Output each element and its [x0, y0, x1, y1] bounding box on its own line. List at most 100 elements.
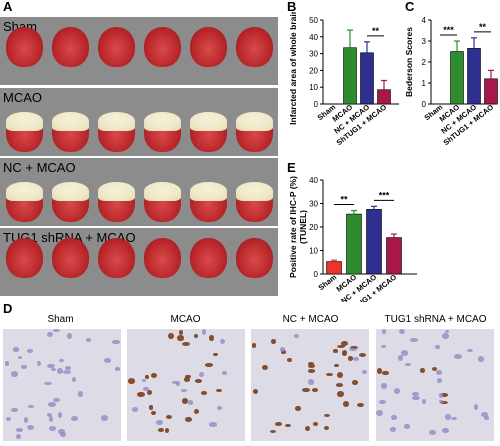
nucleus: [380, 344, 386, 349]
nucleus: [53, 398, 61, 403]
nucleus: [36, 360, 42, 366]
nucleus: [114, 367, 121, 371]
nucleus: [59, 432, 67, 438]
stained-nucleus: [252, 343, 257, 348]
nucleus: [171, 380, 178, 385]
stained-nucleus: [357, 402, 365, 408]
stained-nucleus: [336, 344, 345, 348]
brain-slice: [52, 182, 89, 222]
stained-nucleus: [312, 388, 318, 393]
nucleus: [52, 329, 60, 333]
stained-nucleus: [307, 369, 315, 373]
chart-b: 0 10 20 30 40 50 Infarcted area of whole brain…: [288, 12, 399, 147]
nucleus: [67, 332, 72, 339]
brain-slice: [236, 182, 273, 222]
brain-slice: [52, 27, 89, 67]
nucleus: [27, 425, 34, 431]
stained-nucleus: [323, 413, 331, 418]
nucleus: [143, 386, 149, 392]
infarct-region: [144, 182, 181, 202]
brain-slice: [144, 182, 181, 222]
nucleus: [201, 329, 206, 336]
nucleus: [444, 330, 449, 334]
brain-slice: [52, 112, 89, 152]
photo-row-mcao: MCAO: [0, 88, 278, 156]
stained-nucleus: [215, 388, 223, 393]
bar: [346, 213, 362, 275]
brain-slice: [144, 27, 181, 67]
stained-nucleus: [185, 374, 191, 379]
stained-nucleus: [336, 391, 344, 397]
nucleus: [473, 404, 479, 410]
nucleus: [180, 388, 188, 393]
y-axis-label: Positive rate of IHC-P (%): [288, 176, 298, 278]
nucleus: [101, 414, 109, 421]
stained-nucleus: [127, 378, 136, 384]
nucleus: [58, 358, 65, 363]
nucleus: [63, 370, 71, 375]
nucleus: [361, 369, 367, 374]
stained-nucleus: [281, 350, 286, 355]
panel-letter-d: D: [3, 301, 13, 316]
y-tick-label: 0: [314, 270, 319, 279]
stained-nucleus: [431, 367, 437, 372]
panel-letter-b: B: [287, 0, 297, 14]
stained-nucleus: [151, 410, 157, 415]
stained-nucleus: [307, 364, 315, 369]
nucleus: [199, 371, 205, 377]
nucleus: [412, 395, 421, 400]
nucleus: [380, 382, 388, 389]
ihc-image-tug1-mcao: [376, 329, 494, 441]
stained-nucleus: [253, 389, 259, 394]
stained-nucleus: [183, 377, 191, 383]
infarct-region: [52, 182, 89, 202]
stained-nucleus: [336, 371, 343, 378]
stained-nucleus: [182, 341, 190, 346]
nucleus: [12, 347, 20, 353]
stained-nucleus: [333, 349, 338, 353]
ihc-label: Sham: [47, 314, 74, 325]
stained-nucleus: [441, 392, 449, 398]
brain-slice: [236, 112, 273, 152]
photo-row-sham: Sham: [0, 17, 278, 85]
stained-nucleus: [261, 364, 269, 371]
y-tick-label: 0: [422, 100, 427, 109]
nucleus: [132, 407, 138, 413]
photo-row-tug1-mcao: TUG1 shRNA + MCAO: [0, 228, 278, 296]
brain-slice: [98, 27, 135, 67]
brain-slice: [98, 112, 135, 152]
ihc-image-mcao: [127, 329, 245, 441]
infarct-region: [236, 112, 273, 132]
nucleus: [187, 400, 193, 405]
infarct-region: [190, 182, 227, 202]
bar: [360, 52, 374, 105]
nucleus: [141, 379, 147, 383]
stained-nucleus: [382, 370, 389, 376]
nucleus: [48, 426, 57, 432]
stained-nucleus: [146, 389, 153, 396]
nucleus: [112, 340, 120, 344]
ihc-label: MCAO: [170, 314, 201, 325]
ihc-label: NC + MCAO: [282, 314, 339, 325]
nucleus: [376, 409, 383, 416]
nucleus: [104, 358, 111, 363]
bar: [450, 51, 464, 105]
nucleus: [46, 363, 55, 369]
y-tick-label: 40: [309, 33, 318, 42]
nucleus: [477, 356, 484, 363]
significance-stars: ***: [379, 190, 390, 200]
infarct-region: [6, 112, 43, 132]
stained-nucleus: [164, 427, 170, 433]
nucleus: [64, 366, 71, 370]
stained-nucleus: [295, 405, 301, 412]
x-tick-label: Sham: [317, 272, 339, 292]
stained-nucleus: [347, 356, 354, 361]
stained-nucleus: [145, 374, 150, 380]
stained-nucleus: [377, 368, 382, 374]
nucleus: [349, 347, 358, 351]
panel-letter-e: E: [287, 160, 296, 175]
brain-slice: [6, 238, 43, 278]
nucleus: [421, 399, 427, 405]
stained-nucleus: [168, 333, 175, 340]
nucleus: [71, 415, 78, 421]
